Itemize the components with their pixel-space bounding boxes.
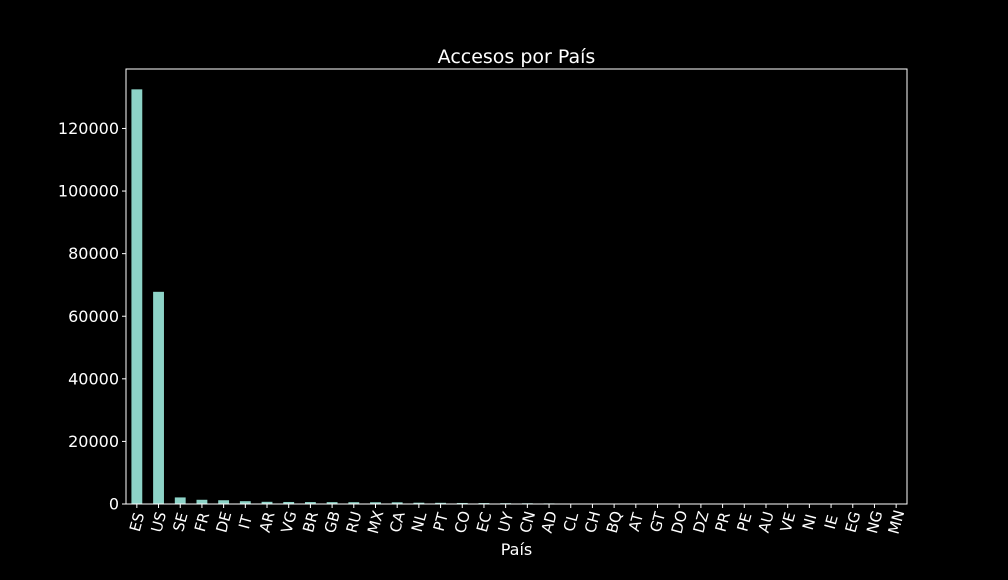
x-tick-label: DZ — [690, 509, 713, 535]
x-tick-label: CA — [386, 509, 409, 534]
bar-us — [153, 292, 164, 504]
x-tick-label: CN — [516, 509, 539, 535]
y-tick-label: 0 — [109, 495, 119, 514]
x-tick-label: NL — [408, 510, 431, 534]
bar-es — [131, 89, 142, 504]
x-tick-label: VE — [777, 510, 799, 534]
bar-fr — [197, 500, 208, 504]
y-tick-label: 20000 — [68, 432, 119, 451]
x-tick-label: VG — [277, 509, 300, 535]
x-tick-label: FR — [191, 511, 213, 534]
x-axis-label: País — [501, 540, 533, 559]
x-tick-label: AT — [625, 510, 647, 533]
x-tick-label: EC — [473, 510, 496, 534]
x-tick-label: DE — [212, 510, 235, 535]
x-tick-label: UY — [495, 509, 518, 534]
y-tick-label: 60000 — [68, 307, 119, 326]
x-tick-label: PE — [733, 511, 755, 534]
y-tick-label: 40000 — [68, 369, 119, 388]
x-tick-label: CO — [451, 509, 474, 535]
bar-se — [175, 497, 186, 504]
chart-title: Accesos por País — [438, 46, 596, 68]
x-tick-label: MX — [364, 509, 387, 536]
x-tick-label: NI — [799, 512, 820, 532]
x-tick-label: EG — [842, 510, 865, 535]
x-tick-label: PT — [430, 510, 452, 533]
x-tick-label: NG — [863, 509, 886, 536]
x-tick-label: AD — [538, 509, 561, 535]
x-tick-label: CL — [560, 510, 582, 533]
x-tick-label: IE — [821, 513, 842, 531]
x-tick-label: GT — [646, 509, 669, 534]
x-tick-label: RU — [343, 509, 366, 534]
x-tick-label: ES — [126, 511, 148, 534]
x-tick-label: GB — [321, 509, 344, 535]
plot-frame — [126, 69, 907, 504]
bar-de — [218, 500, 229, 504]
x-tick-label: PR — [712, 510, 734, 533]
x-tick-label: BQ — [603, 509, 626, 535]
x-tick-label: BR — [299, 510, 322, 535]
x-tick-label: DO — [668, 508, 691, 535]
bars-group — [131, 89, 901, 504]
x-tick-label: US — [147, 510, 170, 534]
y-tick-label: 100000 — [58, 182, 119, 201]
x-tick-label: SE — [169, 511, 191, 534]
x-tick-label: AU — [755, 509, 778, 534]
y-tick-label: 80000 — [68, 244, 119, 263]
x-tick-label: AR — [256, 510, 279, 535]
y-axis: 0 20000 40000 60000 80000 100000 120000 — [58, 119, 126, 514]
x-tick-label: CH — [581, 509, 604, 535]
y-tick-label: 120000 — [58, 119, 119, 138]
x-tick-label: MN — [885, 508, 909, 536]
x-tick-label: IT — [235, 512, 256, 531]
